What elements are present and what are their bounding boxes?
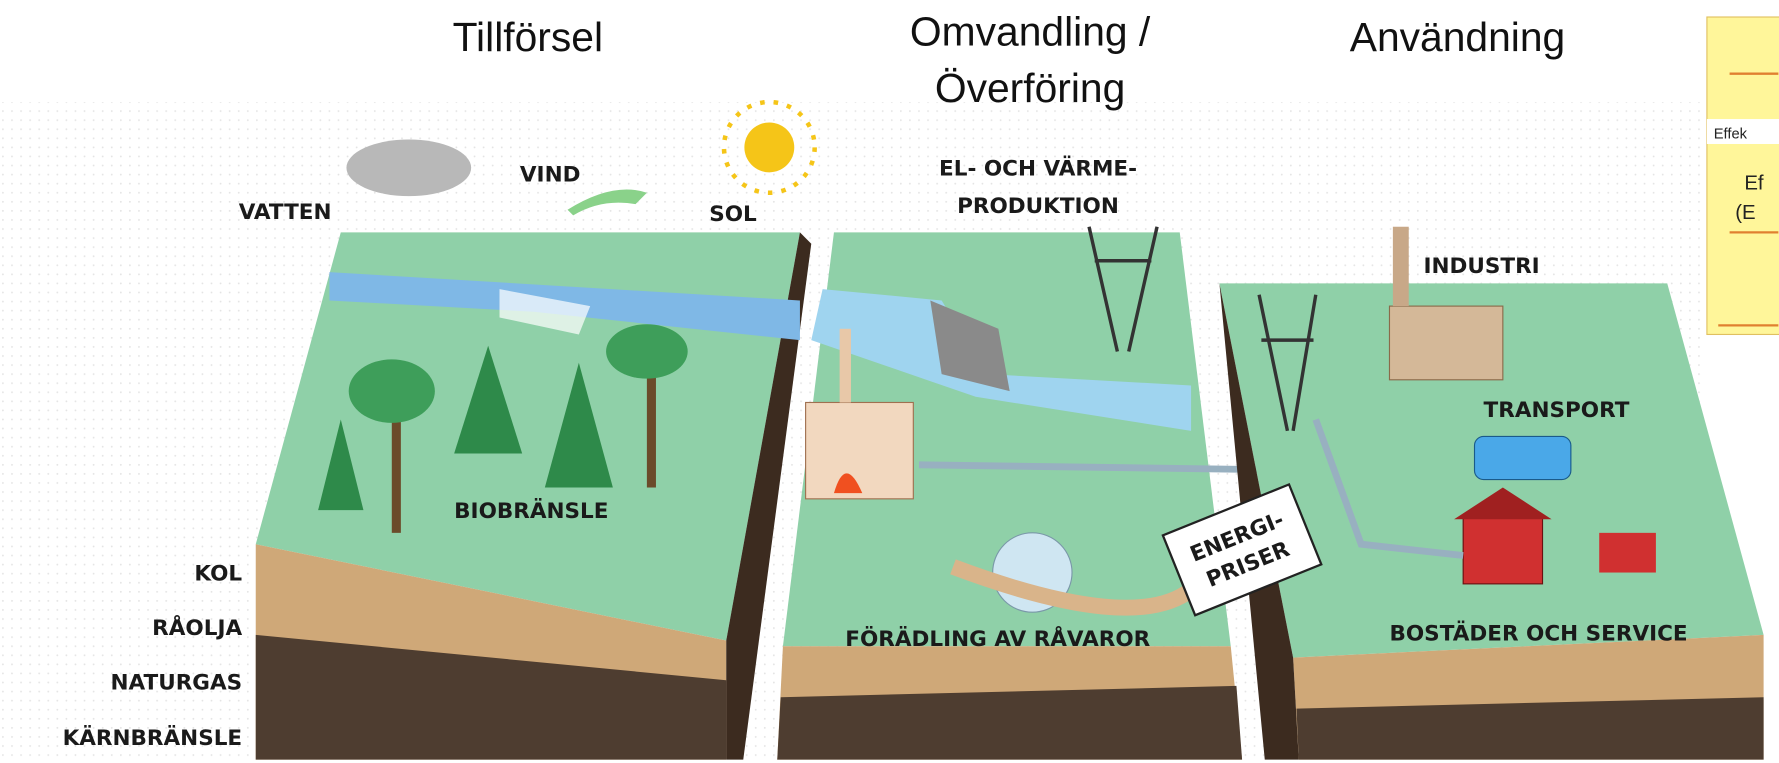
label: SOL <box>709 202 757 227</box>
label: KOL <box>194 561 242 586</box>
page: {"headings": {"supply": "Tillförsel", "c… <box>0 0 1779 763</box>
label: TRANSPORT <box>1484 398 1630 423</box>
label: VIND <box>520 162 581 187</box>
label: RÅOLJA <box>152 615 242 641</box>
label: VATTEN <box>239 200 332 225</box>
side-panel: Effek Ef (E <box>1707 17 1779 334</box>
label: INDUSTRI <box>1423 254 1539 279</box>
side-panel-line: Ef <box>1744 172 1764 194</box>
label: KÄRNBRÄNSLE <box>63 725 243 751</box>
label: BOSTÄDER OCH SERVICE <box>1389 621 1687 647</box>
label: BIOBRÄNSLE <box>454 498 608 524</box>
label: EL- OCH VÄRME- <box>939 156 1137 182</box>
label: PRODUKTION <box>957 194 1119 219</box>
heading: Användning <box>1350 14 1566 60</box>
heading: Tillförsel <box>453 14 603 60</box>
label: FÖRÄDLING AV RÅVAROR <box>845 626 1150 652</box>
heading: Överföring <box>935 65 1125 111</box>
side-panel-header: Effek <box>1714 126 1748 142</box>
diagram: ENERGI- PRISER Effek Ef (E Tillförsel Om… <box>0 0 1779 763</box>
side-panel-line: (E <box>1735 202 1755 224</box>
label: NATURGAS <box>111 670 243 695</box>
heading: Omvandling / <box>910 8 1151 54</box>
